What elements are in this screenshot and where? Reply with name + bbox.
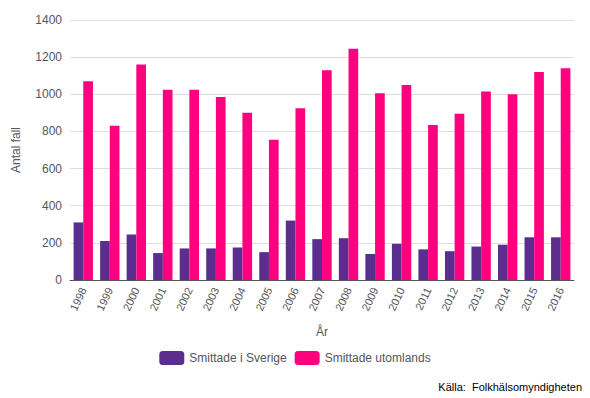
svg-text:2012: 2012 [439,285,460,312]
svg-text:Källa: Folkhälsomyndigheten: Källa: Folkhälsomyndigheten [438,381,582,393]
svg-text:År: År [316,324,328,339]
svg-text:2000: 2000 [121,285,142,312]
svg-text:2005: 2005 [253,285,274,312]
svg-text:Smittade i Sverige: Smittade i Sverige [189,351,287,365]
svg-text:600: 600 [42,162,62,176]
svg-text:2013: 2013 [465,285,486,312]
svg-text:1998: 1998 [67,285,88,312]
svg-text:400: 400 [42,199,62,213]
svg-text:1000: 1000 [35,87,62,101]
svg-text:200: 200 [42,236,62,250]
svg-text:2004: 2004 [227,285,248,312]
svg-text:2003: 2003 [200,285,221,312]
svg-text:2010: 2010 [386,285,407,312]
svg-text:2016: 2016 [545,285,566,312]
svg-text:2009: 2009 [359,285,380,312]
svg-text:1400: 1400 [35,13,62,27]
svg-text:2002: 2002 [174,285,195,312]
svg-text:1999: 1999 [94,285,115,312]
svg-text:2011: 2011 [413,285,434,311]
svg-text:2006: 2006 [280,285,301,312]
svg-text:0: 0 [55,273,62,287]
svg-text:Antal fall: Antal fall [9,127,23,173]
svg-text:2015: 2015 [518,285,539,312]
svg-text:2008: 2008 [333,285,354,312]
svg-text:2014: 2014 [492,285,513,312]
svg-text:2001: 2001 [147,285,168,312]
svg-text:2007: 2007 [306,285,327,312]
svg-text:Smittade utomlands: Smittade utomlands [325,351,431,365]
svg-text:1200: 1200 [35,50,62,64]
svg-text:800: 800 [42,124,62,138]
